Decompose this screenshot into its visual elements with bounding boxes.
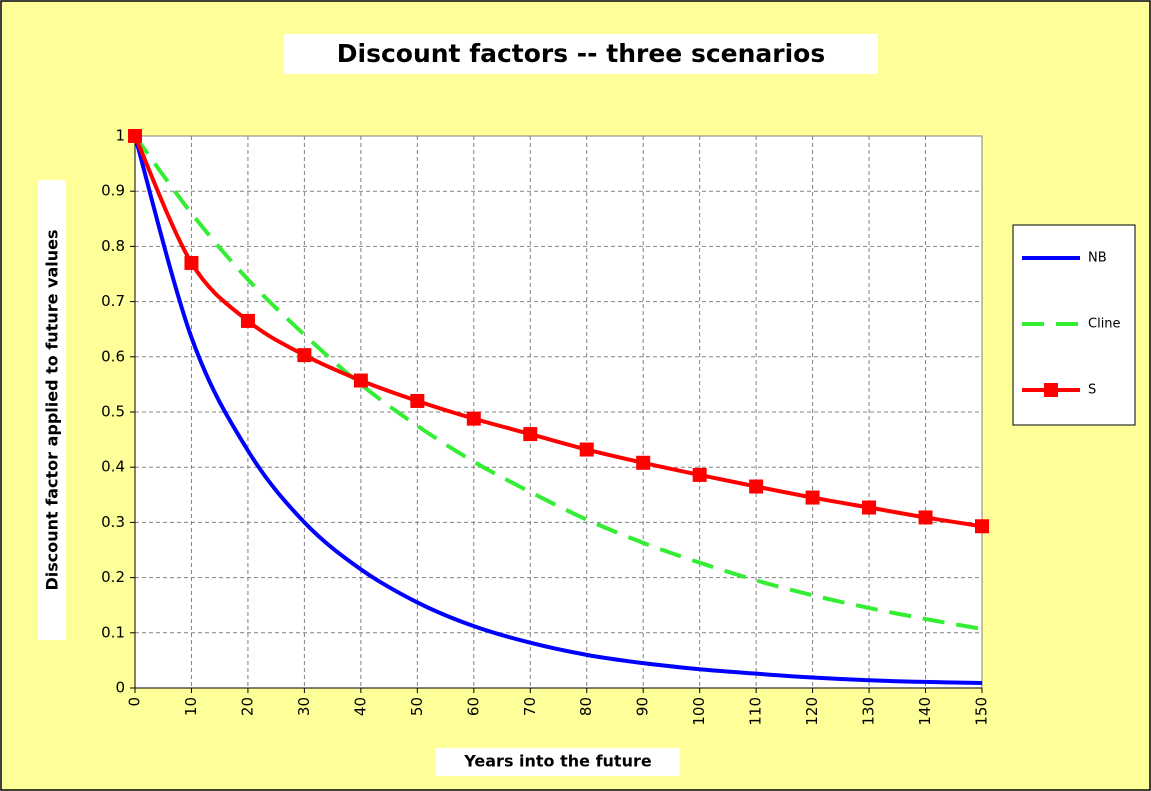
legend-label: NB: [1088, 251, 1107, 266]
y-tick-label: 0.4: [101, 458, 125, 476]
marker: [636, 455, 651, 470]
y-tick-label: 0.9: [101, 182, 125, 200]
x-tick-label: 100: [690, 697, 708, 726]
marker: [805, 490, 820, 505]
y-label-box: [38, 180, 66, 640]
marker: [749, 479, 764, 494]
x-tick-label: 0: [126, 697, 144, 707]
title-box: [284, 34, 878, 74]
x-tick-label: 20: [238, 697, 256, 716]
y-tick-label: 0.3: [101, 513, 125, 531]
y-tick-label: 0.7: [101, 292, 125, 310]
series-line: [133, 134, 983, 631]
x-tick-label: 70: [521, 697, 539, 716]
y-tick-label: 0.2: [101, 568, 125, 586]
marker: [975, 519, 989, 534]
x-tick-label: 130: [860, 697, 878, 726]
marker: [353, 373, 368, 388]
x-tick-label: 120: [803, 697, 821, 726]
marker: [466, 411, 481, 426]
x-tick-label: 150: [973, 697, 991, 726]
x-tick-label: 30: [295, 697, 313, 716]
x-axis-label: Years into the future: [463, 752, 652, 771]
x-tick-label: 140: [916, 697, 934, 726]
marker: [240, 313, 255, 328]
x-tick-label: 110: [747, 697, 765, 726]
y-tick-label: 0.1: [101, 623, 125, 641]
marker: [862, 500, 877, 515]
legend-label: S: [1088, 383, 1096, 398]
marker: [184, 255, 199, 270]
x-tick-label: 80: [577, 697, 595, 716]
legend-marker: [1044, 383, 1058, 397]
series-line: [133, 135, 983, 686]
marker: [128, 129, 142, 143]
x-label-box: [436, 748, 680, 776]
x-tick-label: 60: [464, 697, 482, 716]
marker: [297, 348, 312, 363]
y-tick-label: 0.8: [101, 237, 125, 255]
y-axis-label: Discount factor applied to future values: [43, 229, 62, 590]
y-tick-label: 0.6: [101, 347, 125, 365]
x-tick-label: 50: [408, 697, 426, 716]
y-tick-label: 0.5: [101, 403, 125, 421]
y-tick-label: 1: [115, 127, 125, 145]
chart-title: Discount factors -- three scenarios: [337, 39, 825, 68]
marker: [918, 510, 933, 525]
marker: [523, 427, 538, 442]
marker: [579, 442, 594, 457]
y-tick-label: 0: [115, 679, 125, 697]
marker: [410, 393, 425, 408]
marker: [692, 467, 707, 482]
x-tick-label: 90: [634, 697, 652, 716]
x-tick-label: 40: [351, 697, 369, 716]
x-tick-label: 10: [182, 697, 200, 716]
legend-label: Cline: [1088, 317, 1121, 332]
